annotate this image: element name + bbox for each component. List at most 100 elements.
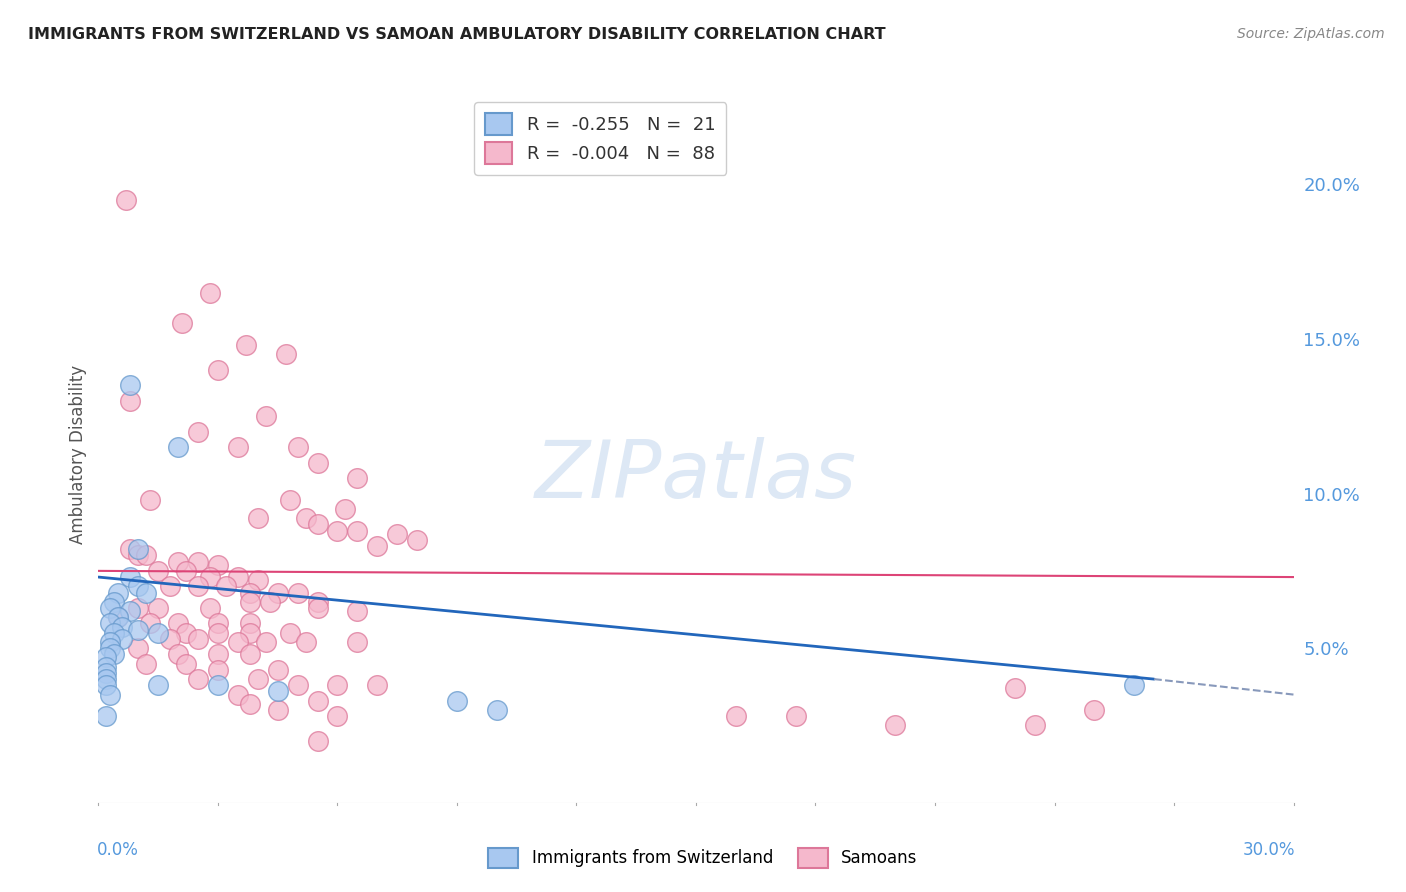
Point [127, 601, 149, 615]
Point [120, 393, 142, 408]
Point [259, 595, 281, 609]
Y-axis label: Ambulatory Disability: Ambulatory Disability [69, 366, 87, 544]
Point [159, 632, 181, 646]
Point [198, 601, 221, 615]
Legend: R =  -0.255   N =  21, R =  -0.004   N =  88: R = -0.255 N = 21, R = -0.004 N = 88 [474, 103, 727, 175]
Point [239, 585, 262, 599]
Point [267, 585, 290, 599]
Point [148, 678, 170, 692]
Point [135, 549, 157, 563]
Point [107, 585, 129, 599]
Point [267, 684, 290, 698]
Point [167, 440, 190, 454]
Point [107, 610, 129, 624]
Point [103, 595, 125, 609]
Point [307, 694, 329, 708]
Point [1024, 718, 1046, 732]
Point [267, 703, 290, 717]
Point [385, 526, 409, 541]
Point [148, 601, 170, 615]
Point [96, 665, 118, 680]
Point [1004, 681, 1026, 696]
Point [135, 657, 157, 671]
Point [159, 579, 181, 593]
Point [278, 625, 301, 640]
Point [187, 579, 209, 593]
Point [139, 492, 162, 507]
Point [307, 595, 329, 609]
Point [246, 511, 269, 525]
Point [307, 601, 329, 615]
Point [346, 471, 368, 485]
Point [226, 570, 249, 584]
Point [215, 579, 238, 593]
Point [167, 648, 190, 662]
Point [239, 616, 262, 631]
Point [287, 585, 309, 599]
Point [226, 688, 249, 702]
Point [254, 635, 277, 649]
Point [120, 378, 142, 392]
Point [307, 517, 329, 532]
Text: 30.0%: 30.0% [1243, 841, 1295, 859]
Point [167, 555, 190, 569]
Point [96, 709, 118, 723]
Point [174, 625, 197, 640]
Point [127, 579, 149, 593]
Point [294, 635, 316, 649]
Point [1083, 703, 1105, 717]
Point [96, 650, 118, 665]
Point [1123, 678, 1146, 692]
Point [287, 440, 309, 454]
Point [785, 709, 807, 723]
Text: ZIPatlas: ZIPatlas [534, 437, 858, 515]
Point [294, 511, 316, 525]
Text: 0.0%: 0.0% [97, 841, 139, 859]
Point [366, 539, 388, 553]
Point [127, 623, 149, 637]
Point [107, 610, 129, 624]
Point [148, 625, 170, 640]
Point [207, 678, 229, 692]
Point [111, 619, 134, 633]
Point [148, 564, 170, 578]
Point [127, 641, 149, 656]
Point [406, 533, 429, 547]
Point [239, 625, 262, 640]
Point [111, 632, 134, 646]
Point [246, 672, 269, 686]
Point [287, 678, 309, 692]
Point [239, 648, 262, 662]
Point [120, 570, 142, 584]
Point [307, 456, 329, 470]
Point [346, 635, 368, 649]
Point [187, 632, 209, 646]
Point [207, 363, 229, 377]
Point [267, 663, 290, 677]
Legend: Immigrants from Switzerland, Samoans: Immigrants from Switzerland, Samoans [482, 841, 924, 875]
Point [226, 635, 249, 649]
Point [307, 734, 329, 748]
Point [326, 524, 349, 538]
Point [246, 573, 269, 587]
Point [198, 570, 221, 584]
Point [254, 409, 277, 424]
Point [139, 616, 162, 631]
Point [226, 440, 249, 454]
Point [207, 616, 229, 631]
Point [207, 558, 229, 572]
Point [98, 601, 122, 615]
Point [198, 285, 221, 300]
Point [103, 625, 125, 640]
Point [446, 694, 468, 708]
Point [98, 641, 122, 656]
Text: IMMIGRANTS FROM SWITZERLAND VS SAMOAN AMBULATORY DISABILITY CORRELATION CHART: IMMIGRANTS FROM SWITZERLAND VS SAMOAN AM… [28, 27, 886, 42]
Point [724, 709, 747, 723]
Point [174, 657, 197, 671]
Point [96, 672, 118, 686]
Point [335, 502, 357, 516]
Point [187, 672, 209, 686]
Point [96, 659, 118, 673]
Text: Source: ZipAtlas.com: Source: ZipAtlas.com [1237, 27, 1385, 41]
Point [485, 703, 508, 717]
